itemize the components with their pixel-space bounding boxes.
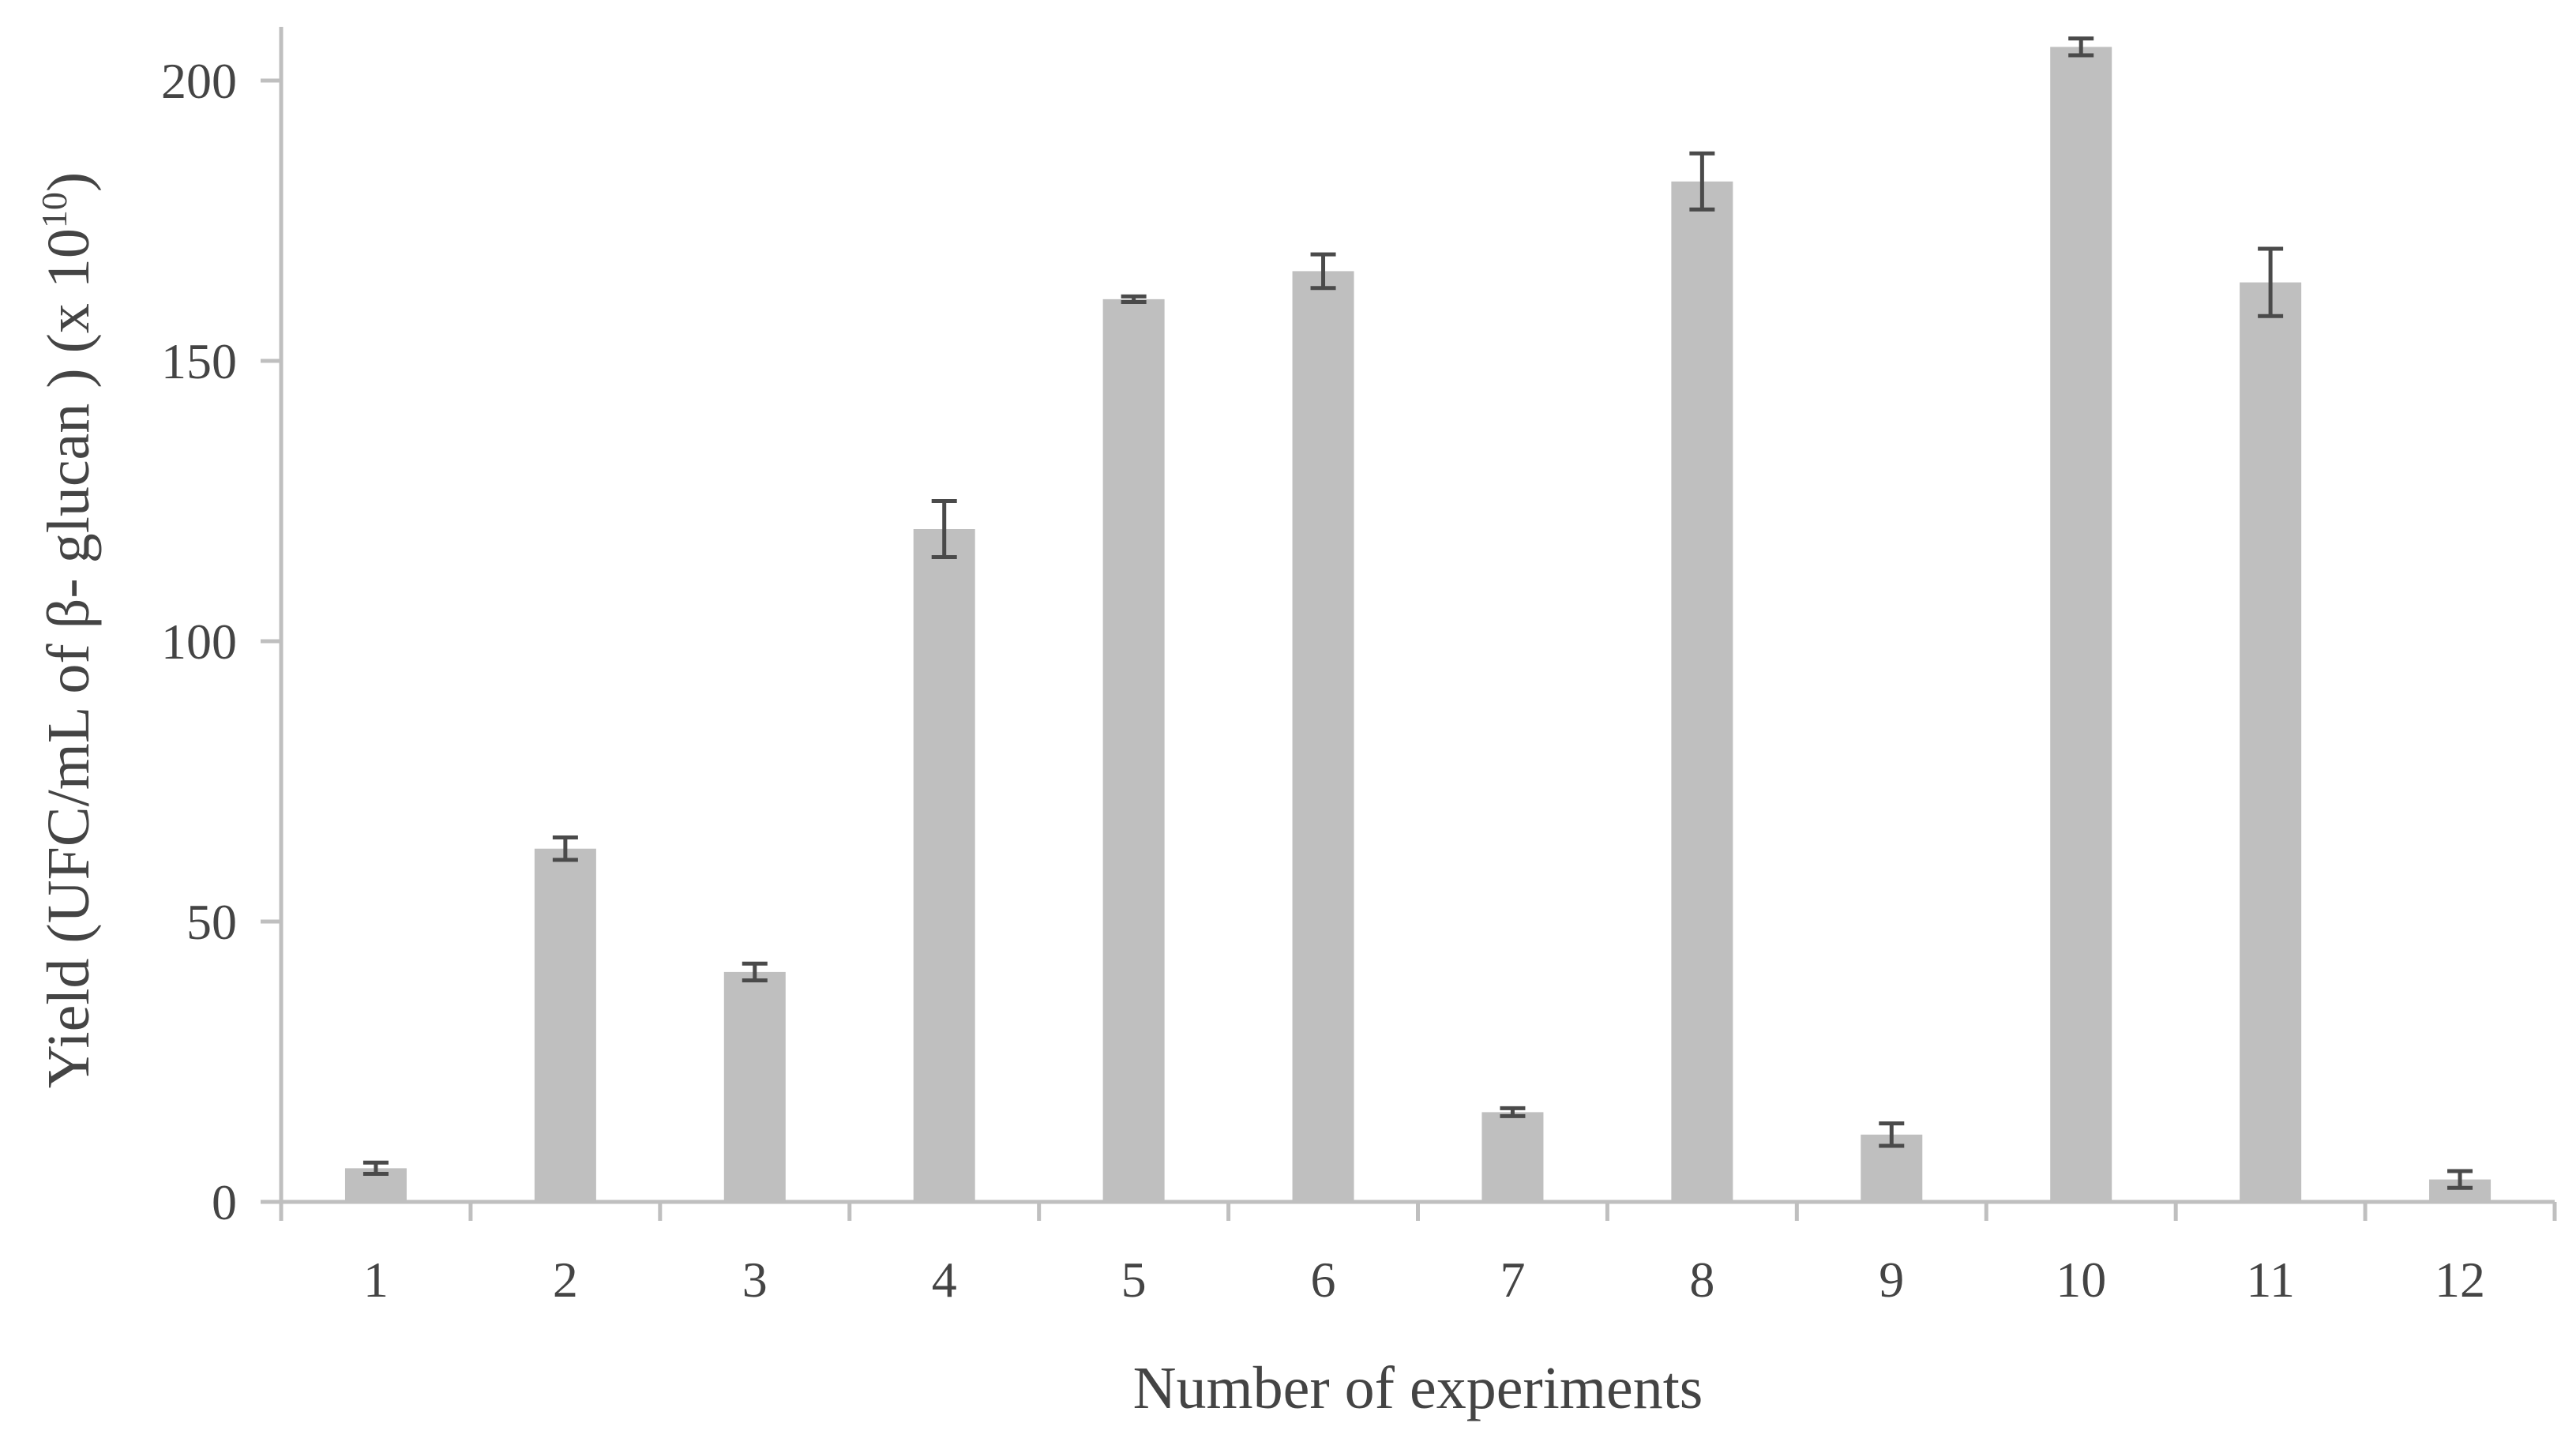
x-tick-label: 11 <box>2246 1252 2295 1308</box>
error-bar-8 <box>1689 151 1715 212</box>
y-axis-title-main: Yield (UFC/mL of β- glucan ) (x 10 <box>36 228 102 1088</box>
x-axis-ticks <box>279 1202 2557 1221</box>
bar-3 <box>723 971 786 1202</box>
error-bar-11 <box>2258 246 2284 318</box>
x-tick-label: 5 <box>1121 1252 1147 1308</box>
error-bar-10 <box>2068 36 2094 58</box>
x-tick-label: 1 <box>363 1252 389 1308</box>
y-tick-label: 200 <box>161 53 237 109</box>
x-tick-labels: 1 2 3 4 5 6 7 8 9 10 11 12 <box>363 1252 2485 1308</box>
error-bar-9 <box>1879 1121 1905 1148</box>
error-bar-7 <box>1500 1106 1526 1118</box>
bars <box>344 47 2492 1203</box>
error-bar-5 <box>1121 294 1147 304</box>
bar-11 <box>2240 282 2302 1203</box>
error-bar-2 <box>552 835 578 862</box>
x-tick-label: 2 <box>553 1252 578 1308</box>
x-axis-title: Number of experiments <box>1133 1355 1703 1421</box>
bar-5 <box>1102 298 1165 1202</box>
x-tick-label: 7 <box>1500 1252 1525 1308</box>
bar-6 <box>1292 271 1354 1202</box>
y-axis-title-end: ) <box>36 172 102 192</box>
y-tick-labels: 0 50 100 150 200 <box>161 53 237 1230</box>
error-bars <box>362 36 2473 1190</box>
error-bar-3 <box>742 961 768 983</box>
y-tick-label: 0 <box>212 1174 237 1230</box>
bar-2 <box>534 848 596 1202</box>
x-tick-label: 8 <box>1689 1252 1714 1308</box>
y-tick-label: 150 <box>161 333 237 389</box>
x-tick-label: 9 <box>1879 1252 1904 1308</box>
y-tick-label: 100 <box>161 614 237 670</box>
x-tick-label: 10 <box>2056 1252 2106 1308</box>
bar-4 <box>913 529 975 1202</box>
axes <box>279 27 2555 1218</box>
bar-10 <box>2050 47 2112 1202</box>
error-bar-12 <box>2447 1169 2473 1190</box>
x-tick-label: 3 <box>742 1252 768 1308</box>
y-tick-label: 50 <box>186 894 237 950</box>
x-tick-label: 12 <box>2435 1252 2485 1308</box>
y-axis-title-superscript: 10 <box>34 192 74 228</box>
error-bar-1 <box>362 1160 389 1176</box>
y-axis-title: Yield (UFC/mL of β- glucan ) (x 1010) <box>34 172 102 1088</box>
x-tick-label: 6 <box>1311 1252 1336 1308</box>
y-axis-ticks <box>261 78 281 1204</box>
bar-7 <box>1481 1112 1544 1202</box>
x-tick-label: 4 <box>932 1252 957 1308</box>
error-bar-4 <box>931 499 957 559</box>
error-bar-6 <box>1310 252 1336 291</box>
bar-8 <box>1671 181 1733 1202</box>
